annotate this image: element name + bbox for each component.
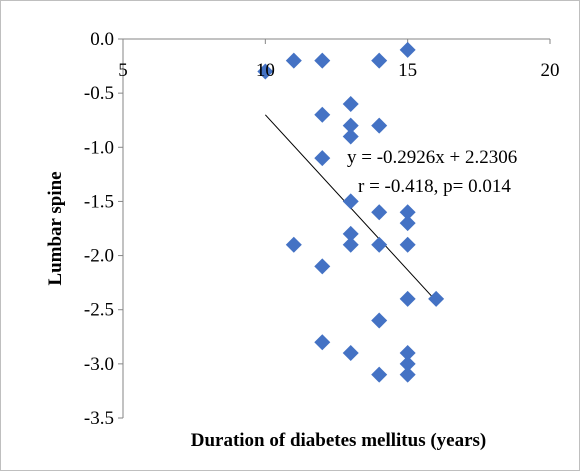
data-point (399, 236, 416, 253)
data-point (371, 236, 388, 253)
y-tick-label: -0.5 (84, 83, 114, 104)
data-point (399, 41, 416, 58)
data-point (371, 117, 388, 134)
data-point (342, 95, 359, 112)
data-point (314, 334, 331, 351)
y-axis-title: Lumbar spine (45, 171, 66, 285)
y-tick-label: -3.5 (84, 408, 114, 429)
x-tick-label: 15 (398, 60, 417, 81)
data-point (342, 117, 359, 134)
data-point (314, 258, 331, 275)
data-point (285, 52, 302, 69)
data-point (257, 63, 274, 80)
data-point (314, 52, 331, 69)
axes (118, 38, 551, 419)
regression-equation: y = -0.2926x + 2.2306 (347, 147, 517, 168)
y-tick-label: -1.0 (84, 137, 114, 158)
x-tick-label: 10 (256, 60, 275, 81)
x-axis-title: Duration of diabetes mellitus (years) (191, 430, 487, 451)
data-point (342, 236, 359, 253)
data-point (371, 52, 388, 69)
data-point (342, 128, 359, 145)
data-point (342, 225, 359, 242)
y-tick-label: 0.0 (90, 29, 114, 50)
x-tick-label: 20 (541, 60, 560, 81)
data-point (399, 290, 416, 307)
data-point (428, 290, 445, 307)
correlation-annotation: r = -0.418, p= 0.014 (358, 176, 511, 197)
data-point (399, 355, 416, 372)
data-point (399, 345, 416, 362)
data-point (342, 193, 359, 210)
y-tick-label: -1.5 (84, 191, 114, 212)
x-tick-label: 5 (118, 60, 128, 81)
data-point (371, 204, 388, 221)
y-tick-label: -2.0 (84, 246, 114, 267)
data-point (399, 366, 416, 383)
data-point (314, 106, 331, 123)
data-point (399, 204, 416, 221)
labels-group: 0.0 -0.5 -1.0 -1.5 -2.0 -2.5 -3.0 -3.5 5 10 15 20 Du… (45, 29, 560, 451)
data-points (257, 41, 445, 383)
data-point (399, 215, 416, 232)
y-tick-label: -3.0 (84, 354, 114, 375)
y-tick-label: -2.5 (84, 300, 114, 321)
data-point (371, 312, 388, 329)
data-point (314, 150, 331, 167)
data-point (285, 236, 302, 253)
data-point (371, 366, 388, 383)
data-point (342, 345, 359, 362)
